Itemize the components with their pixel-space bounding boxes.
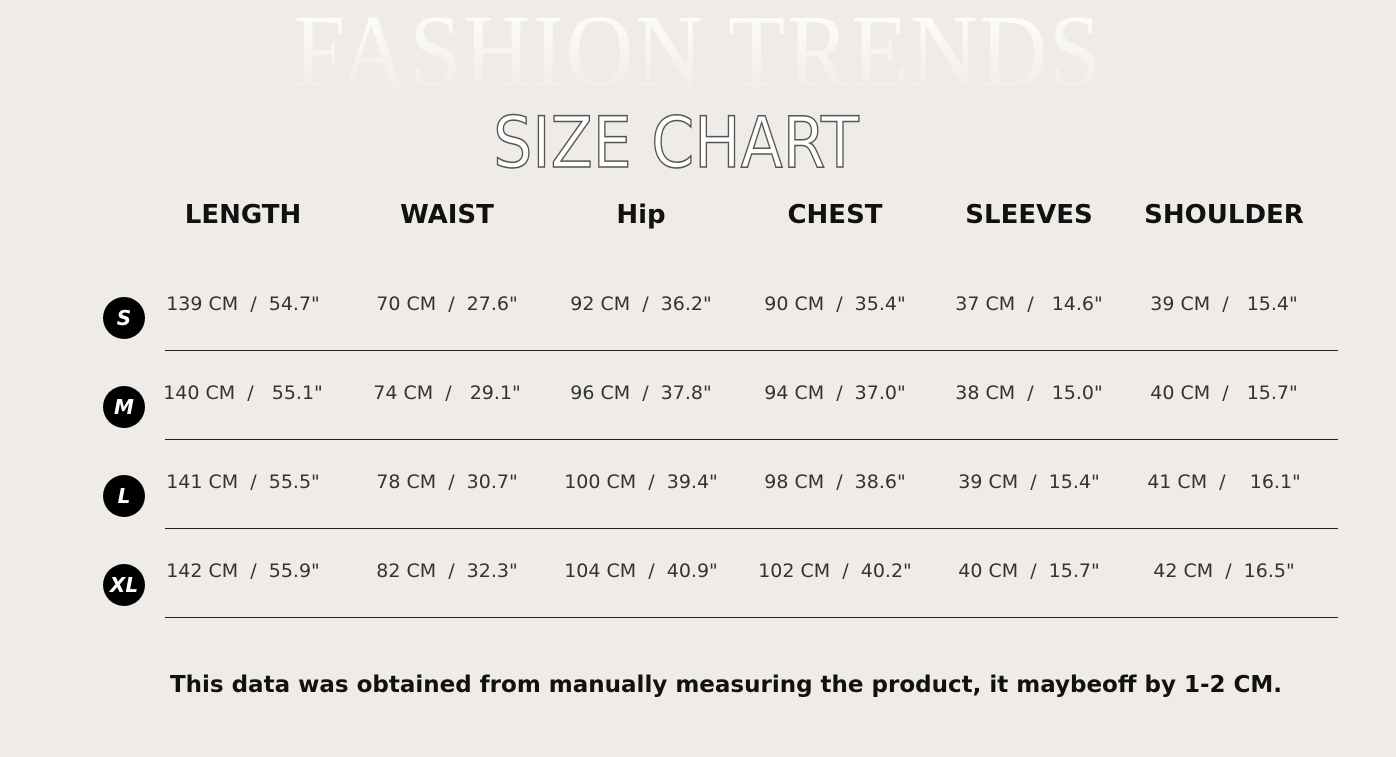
table-cell: 140 CM / 55.1"	[163, 382, 323, 404]
table-cell: 42 CM / 16.5"	[1153, 560, 1295, 582]
table-cell: 82 CM / 32.3"	[376, 560, 518, 582]
table-cell: 96 CM / 37.8"	[570, 382, 712, 404]
column-header: Hip	[616, 200, 666, 230]
table-cell: 92 CM / 36.2"	[570, 293, 712, 315]
table-cell: 78 CM / 30.7"	[376, 471, 518, 493]
footnote: This data was obtained from manually mea…	[169, 672, 1283, 698]
table-cell: 90 CM / 35.4"	[764, 293, 906, 315]
row-divider	[165, 617, 1338, 618]
row-divider	[165, 350, 1338, 351]
table-cell: 37 CM / 14.6"	[955, 293, 1103, 315]
table-cell: 104 CM / 40.9"	[564, 560, 718, 582]
column-header: SHOULDER	[1144, 200, 1304, 230]
table-cell: 70 CM / 27.6"	[376, 293, 518, 315]
row-divider	[165, 528, 1338, 529]
table-cell: 142 CM / 55.9"	[166, 560, 320, 582]
table-cell: 141 CM / 55.5"	[166, 471, 320, 493]
table-cell: 94 CM / 37.0"	[764, 382, 906, 404]
table-cell: 41 CM / 16.1"	[1147, 471, 1301, 493]
table-cell: 102 CM / 40.2"	[758, 560, 912, 582]
column-header: LENGTH	[184, 200, 302, 230]
table-cell: 39 CM / 15.4"	[958, 471, 1100, 493]
column-header: CHEST	[787, 200, 883, 230]
table-cell: 74 CM / 29.1"	[373, 382, 521, 404]
table-cell: 98 CM / 38.6"	[764, 471, 906, 493]
table-cell: 40 CM / 15.7"	[958, 560, 1100, 582]
column-header: SLEEVES	[965, 200, 1093, 230]
size-badge: M	[103, 386, 145, 428]
table-cell: 139 CM / 54.7"	[166, 293, 320, 315]
table-cell: 38 CM / 15.0"	[955, 382, 1103, 404]
page-title: SIZE CHART	[493, 102, 860, 184]
size-badge: S	[103, 297, 145, 339]
table-cell: 100 CM / 39.4"	[564, 471, 718, 493]
size-badge: L	[103, 475, 145, 517]
table-cell: 40 CM / 15.7"	[1150, 382, 1298, 404]
row-divider	[165, 439, 1338, 440]
column-header: WAIST	[400, 200, 494, 230]
size-badge: XL	[103, 564, 145, 606]
table-cell: 39 CM / 15.4"	[1150, 293, 1298, 315]
background-watermark-title: FASHION TRENDS	[70, 0, 1326, 104]
